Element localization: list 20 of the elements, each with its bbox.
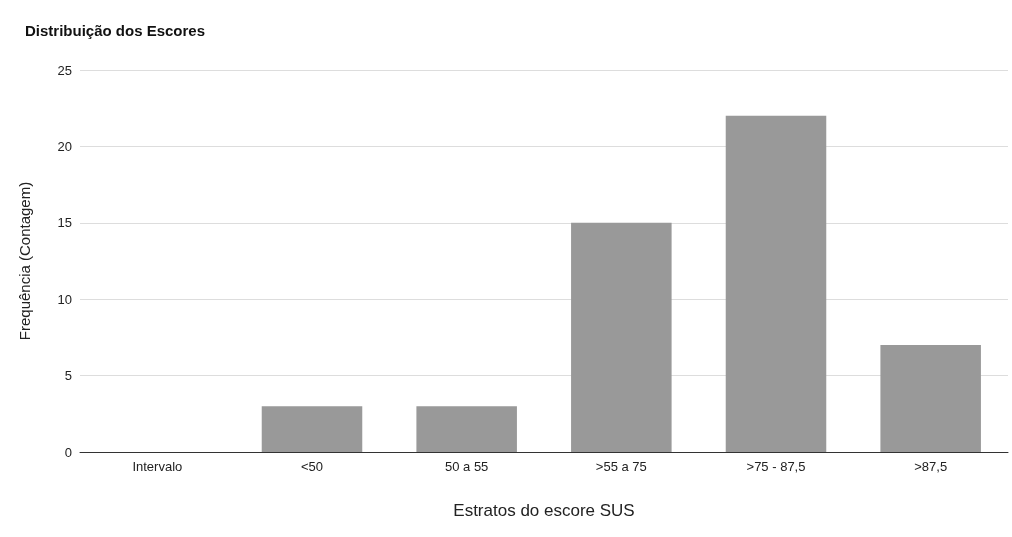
x-tick-label: 50 a 55	[444, 459, 489, 474]
bar	[416, 406, 517, 452]
x-tick-label: >75 - 87,5	[746, 459, 806, 474]
x-tick-label: >55 a 75	[595, 459, 647, 474]
bar	[880, 345, 981, 452]
x-axis-title: Estratos do escore SUS	[453, 501, 635, 520]
x-tick-label: >87,5	[914, 459, 948, 474]
chart-title: Distribuição dos Escores	[25, 22, 206, 39]
y-tick-label: 5	[64, 368, 72, 384]
x-tick-label: <50	[300, 459, 324, 474]
x-tick-label: Intervalo	[132, 459, 183, 474]
bar	[725, 115, 827, 452]
bar	[261, 406, 363, 452]
bar	[571, 222, 672, 452]
y-axis-title: Frequência (Contagem)	[16, 181, 33, 341]
y-tick-label: 0	[64, 444, 72, 460]
y-tick-label: 25	[57, 62, 72, 78]
y-tick-label: 15	[57, 215, 72, 231]
y-tick-label: 10	[57, 291, 72, 307]
y-tick-label: 20	[57, 138, 72, 154]
